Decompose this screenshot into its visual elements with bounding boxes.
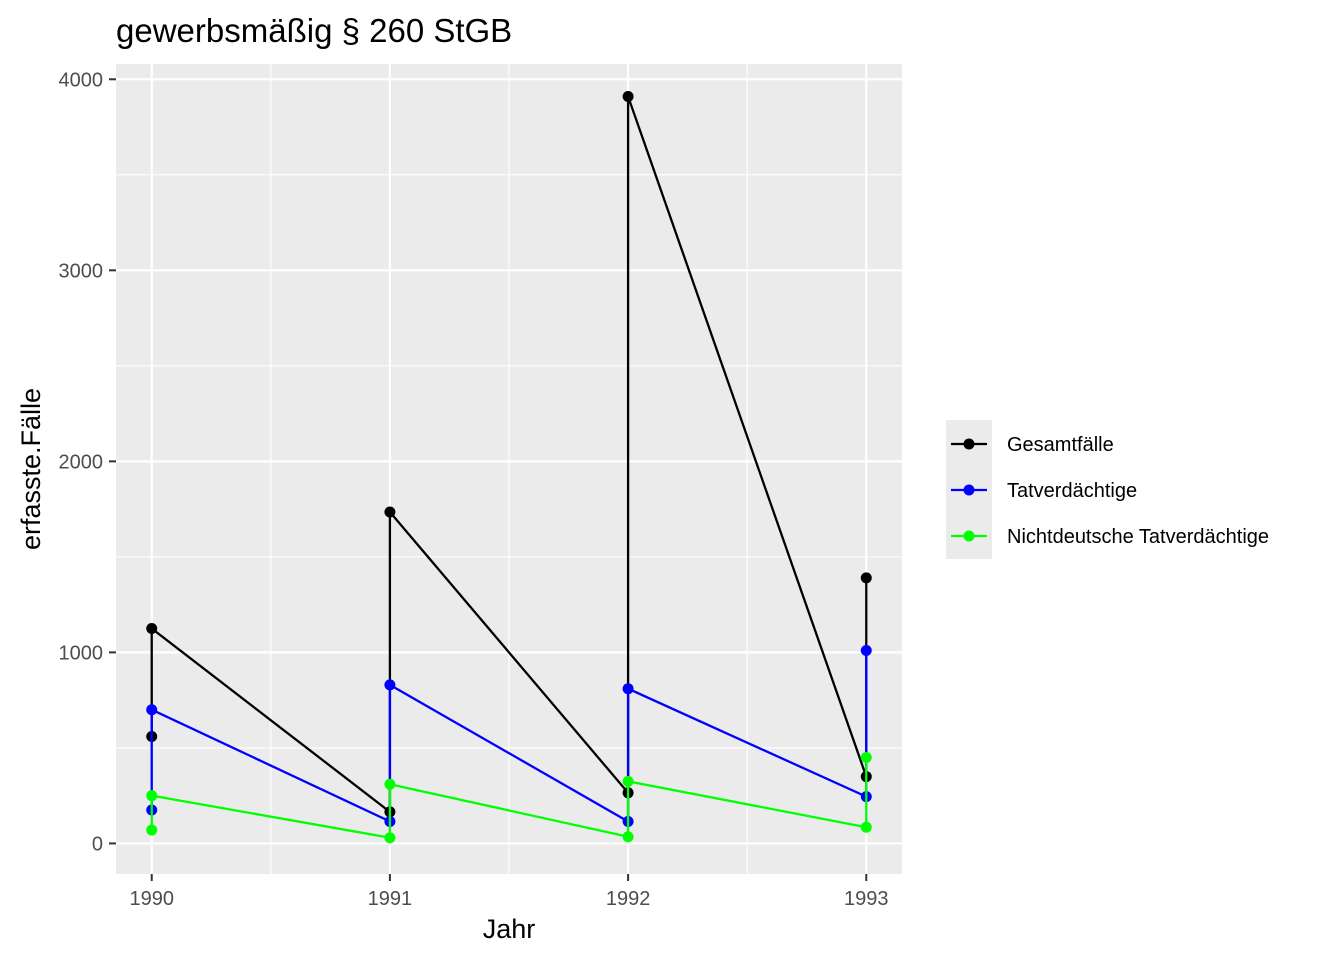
series-3-point xyxy=(622,831,634,843)
series-2-point xyxy=(860,644,872,656)
y-tick-label: 3000 xyxy=(59,260,104,282)
y-axis-title: erfasste.Fälle xyxy=(16,388,46,550)
chart-title: gewerbsmäßig § 260 StGB xyxy=(116,12,512,49)
series-1-point xyxy=(860,572,872,584)
series-2-point xyxy=(384,679,396,691)
y-axis: 0 1000 2000 3000 4000 xyxy=(59,69,116,855)
series-1-point xyxy=(622,90,634,102)
x-tick-label: 1992 xyxy=(606,888,651,910)
legend-label: Gesamtfälle xyxy=(1007,434,1114,456)
series-3-point xyxy=(622,775,634,787)
x-tick-label: 1993 xyxy=(844,888,889,910)
x-tick-label: 1990 xyxy=(129,888,174,910)
series-1-line xyxy=(150,95,868,814)
legend-key-point xyxy=(963,438,975,450)
y-tick-label: 2000 xyxy=(59,451,104,473)
series-3-point xyxy=(384,778,396,790)
series-1-point xyxy=(384,506,396,518)
x-axis-title: Jahr xyxy=(483,914,536,944)
y-tick-label: 0 xyxy=(92,833,103,855)
x-tick-label: 1991 xyxy=(368,888,413,910)
series-3-point xyxy=(860,751,872,763)
y-tick-label: 1000 xyxy=(59,642,104,664)
series-3-point xyxy=(860,821,872,833)
series-layer xyxy=(146,90,872,844)
y-tick-label: 4000 xyxy=(59,69,104,91)
series-3-point xyxy=(146,824,158,836)
legend: Gesamtfälle Tatverdächtige Nichtdeutsche T… xyxy=(946,420,1269,559)
series-2-line xyxy=(150,650,868,823)
legend-label: Nichtdeutsche Tatverdächtige xyxy=(1007,526,1269,548)
legend-label: Tatverdächtige xyxy=(1007,480,1137,502)
series-3-line xyxy=(150,757,868,839)
series-3-point xyxy=(384,832,396,844)
legend-key-point xyxy=(963,530,975,542)
series-2-point xyxy=(146,704,158,716)
series-3-point xyxy=(146,790,158,802)
series-2-point xyxy=(622,683,634,695)
series-1-point xyxy=(146,623,158,635)
legend-key-point xyxy=(963,484,975,496)
x-axis: 1990 1991 1992 1993 xyxy=(129,874,889,910)
